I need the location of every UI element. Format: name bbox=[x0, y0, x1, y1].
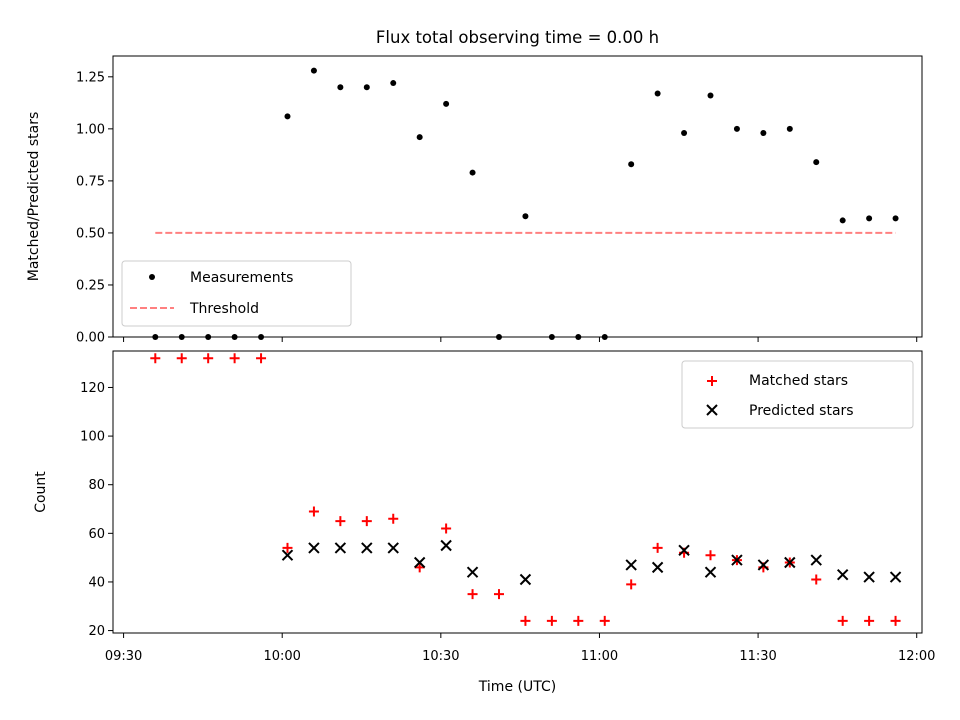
matched-star-point bbox=[811, 574, 822, 585]
top-ytick-label: 0.25 bbox=[76, 278, 105, 293]
measurement-point bbox=[363, 84, 370, 91]
top-ytick-label: 1.00 bbox=[76, 122, 105, 137]
predicted-star-point bbox=[757, 559, 770, 571]
bottom-ylabel: Count bbox=[33, 471, 49, 513]
matched-star-point bbox=[441, 523, 452, 534]
bottom-ytick-label: 80 bbox=[88, 478, 105, 493]
bottom-xtick-label: 11:30 bbox=[739, 649, 776, 664]
top-ytick-label: 0.75 bbox=[76, 174, 105, 189]
matched-star-point bbox=[573, 615, 584, 626]
predicted-star-point bbox=[704, 566, 717, 578]
matched-star-point bbox=[414, 562, 425, 573]
bottom-xtick-label: 10:00 bbox=[263, 649, 300, 664]
measurement-point bbox=[284, 113, 291, 120]
matched-star-point bbox=[837, 615, 848, 626]
predicted-star-point bbox=[836, 568, 849, 581]
predicted-star-point bbox=[784, 556, 796, 569]
measurement-point bbox=[310, 67, 317, 74]
top-legend-box bbox=[121, 260, 352, 327]
matched-star-point bbox=[176, 353, 187, 364]
predicted-star-point bbox=[361, 542, 373, 554]
bottom-ytick-label: 100 bbox=[80, 430, 105, 445]
legend-label-threshold: Threshold bbox=[189, 301, 259, 317]
matched-star-point bbox=[282, 542, 293, 553]
predicted-star-point bbox=[731, 554, 743, 566]
matched-star-point bbox=[150, 353, 161, 364]
bottom-ytick-label: 20 bbox=[88, 624, 105, 639]
bottom-xtick-label: 09:30 bbox=[105, 649, 142, 664]
measurement-point bbox=[522, 213, 529, 220]
predicted-star-point bbox=[863, 571, 875, 583]
legend-marker-measurements bbox=[149, 274, 155, 280]
bottom-ytick-label: 120 bbox=[80, 381, 105, 396]
legend-marker-predicted bbox=[706, 404, 718, 416]
measurement-point bbox=[628, 161, 635, 168]
measurement-point bbox=[813, 159, 820, 166]
predicted-star-point bbox=[810, 554, 822, 566]
measurement-point bbox=[337, 84, 344, 91]
matched-star-point bbox=[599, 615, 610, 626]
predicted-star-point bbox=[413, 556, 426, 569]
bottom-plot-frame bbox=[112, 350, 923, 634]
matched-star-point bbox=[203, 353, 214, 364]
bottom-xtick-label: 11:00 bbox=[581, 649, 618, 664]
predicted-star-point bbox=[387, 542, 399, 554]
bottom-xtick-label: 12:00 bbox=[898, 649, 935, 664]
measurement-point bbox=[443, 100, 450, 107]
measurement-point bbox=[416, 134, 423, 141]
measurement-point bbox=[681, 130, 688, 137]
measurement-point bbox=[892, 215, 899, 222]
top-plot-frame bbox=[112, 55, 923, 338]
predicted-star-point bbox=[625, 559, 637, 571]
measurement-point bbox=[760, 130, 767, 137]
top-ytick-label: 1.25 bbox=[76, 70, 105, 85]
bottom-ytick-label: 60 bbox=[88, 527, 105, 542]
matched-star-point bbox=[361, 516, 372, 527]
legend-marker-matched bbox=[707, 376, 717, 386]
predicted-star-point bbox=[678, 544, 690, 557]
top-ylabel: Matched/Predicted stars bbox=[26, 112, 42, 282]
matched-star-point bbox=[335, 516, 346, 527]
predicted-star-point bbox=[651, 561, 664, 574]
measurement-point bbox=[707, 92, 714, 99]
legend-label-measurements: Measurements bbox=[190, 270, 293, 286]
matched-star-point bbox=[388, 513, 399, 524]
matched-star-point bbox=[626, 579, 637, 590]
matched-star-point bbox=[256, 353, 267, 364]
predicted-star-point bbox=[308, 542, 320, 554]
matched-star-point bbox=[467, 589, 478, 600]
matched-star-point bbox=[229, 353, 240, 364]
predicted-star-point bbox=[440, 539, 452, 552]
bottom-xlabel: Time (UTC) bbox=[478, 679, 556, 695]
measurement-point bbox=[390, 80, 397, 87]
top-ytick-label: 0.50 bbox=[76, 226, 105, 241]
measurement-point bbox=[786, 125, 793, 132]
chart-title: Flux total observing time = 0.00 h bbox=[376, 28, 659, 47]
measurement-point bbox=[839, 217, 846, 224]
legend-label-matched: Matched stars bbox=[749, 373, 848, 389]
bottom-xtick-label: 10:30 bbox=[422, 649, 459, 664]
matched-star-point bbox=[864, 615, 875, 626]
measurement-point bbox=[469, 169, 476, 176]
predicted-star-point bbox=[334, 542, 347, 554]
matched-star-point bbox=[308, 506, 319, 517]
matched-star-point bbox=[493, 589, 504, 600]
bottom-ytick-label: 40 bbox=[88, 575, 105, 590]
matched-star-point bbox=[520, 615, 531, 626]
predicted-star-point bbox=[466, 566, 479, 578]
bottom-legend-box bbox=[681, 360, 914, 429]
matched-star-point bbox=[652, 542, 663, 553]
matched-star-point bbox=[546, 615, 557, 626]
predicted-star-point bbox=[281, 549, 294, 561]
predicted-star-point bbox=[519, 573, 532, 586]
legend-label-predicted: Predicted stars bbox=[749, 403, 854, 419]
matched-star-point bbox=[705, 550, 716, 561]
measurement-point bbox=[733, 125, 740, 132]
measurement-point bbox=[654, 90, 661, 97]
matched-star-point bbox=[890, 615, 901, 626]
measurement-point bbox=[866, 215, 873, 222]
predicted-star-point bbox=[889, 571, 902, 583]
top-ytick-label: 0.00 bbox=[76, 331, 105, 346]
